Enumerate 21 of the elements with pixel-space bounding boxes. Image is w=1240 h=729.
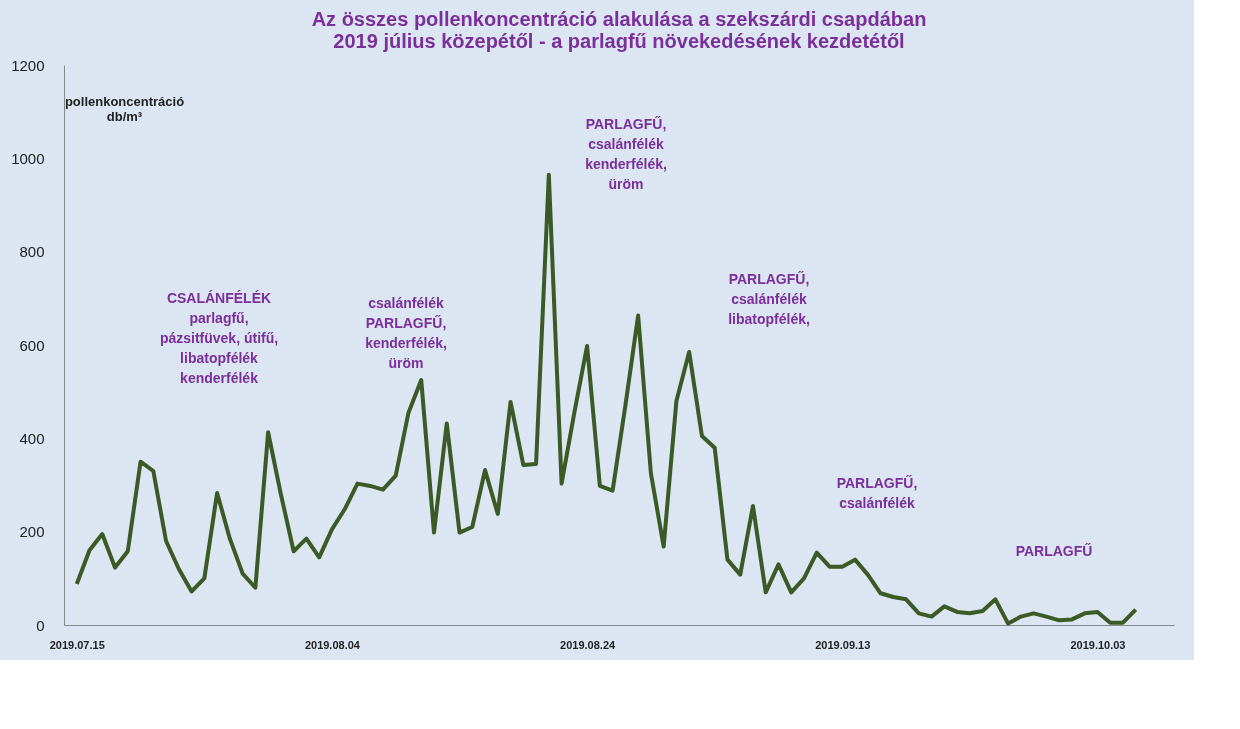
x-tick-label: 2019.07.15 xyxy=(49,638,105,651)
annotation: CSALÁNFÉLÉK parlagfű, pázsitfüvek, útifű, libatopfélék kenderfélék xyxy=(159,290,279,386)
x-tick-label: 2019.08.24 xyxy=(560,638,617,651)
annotation: PARLAGFŰ, csalánfélék kenderfélék, üröm xyxy=(585,115,667,192)
y-tick-label: 1200 xyxy=(11,56,45,74)
y-axis-title: pollenkoncentráció db/m³ xyxy=(64,93,185,124)
annotation: csalánfélék PARLAGFŰ, kenderfélék, üröm xyxy=(365,295,447,371)
x-tick-label: 2019.09.13 xyxy=(815,638,871,651)
y-tick-label: 800 xyxy=(19,243,45,261)
line-series xyxy=(74,172,1138,626)
annotation: PARLAGFŰ xyxy=(1015,542,1093,559)
x-tick-label: 2019.08.04 xyxy=(304,638,361,651)
x-tick-label: 2019.10.03 xyxy=(1070,638,1126,651)
y-tick-label: 0 xyxy=(36,616,45,634)
annotation: PARLAGFŰ, csalánfélék xyxy=(836,474,918,511)
annotation: PARLAGFŰ, csalánfélék libatopfélék, xyxy=(728,270,810,327)
y-tick-label: 200 xyxy=(19,523,45,541)
y-tick-label: 1000 xyxy=(11,149,45,167)
y-tick-label: 400 xyxy=(19,429,45,447)
chart-title: Az összes pollenkoncentráció alakulása a szekszárdi csapdában 2019 július közepétől - a parlagfű növekedésének kezdetétől xyxy=(311,8,927,52)
y-tick-label: 600 xyxy=(19,336,45,354)
